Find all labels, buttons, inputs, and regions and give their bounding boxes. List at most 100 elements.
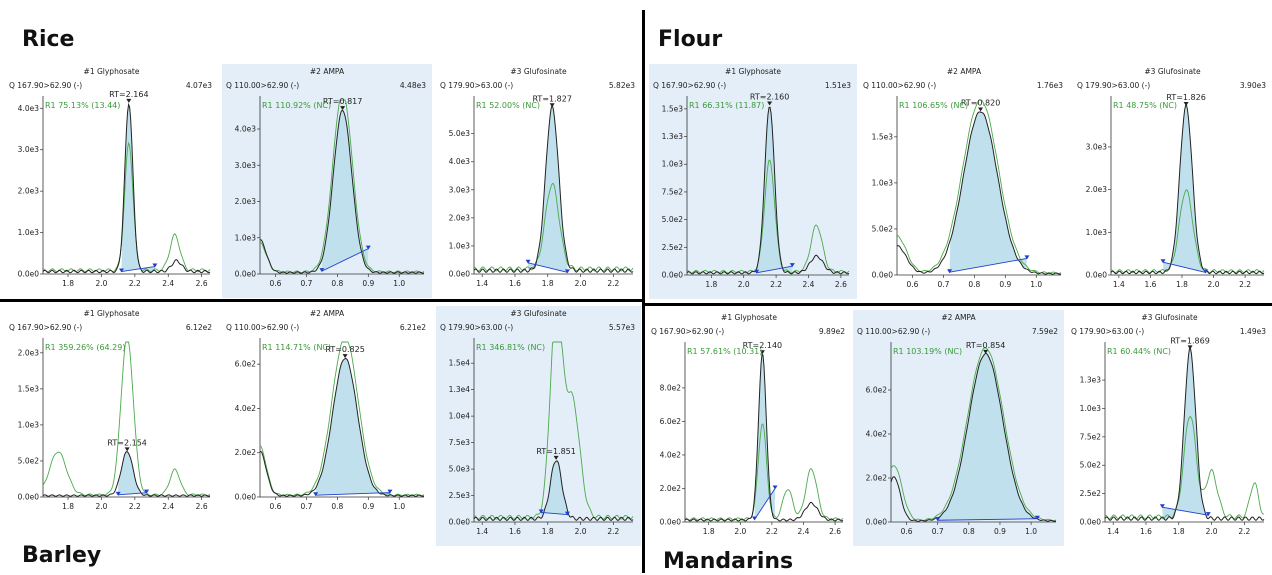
integration-baseline [321, 248, 369, 272]
y-tick-label: 4.0e2 [235, 404, 257, 413]
matrix-label-mandarins: Mandarins [663, 549, 794, 574]
x-tick-label: 1.6 [1144, 280, 1156, 289]
x-tick-label: 2.6 [829, 527, 841, 536]
integrated-peak-area [528, 105, 568, 273]
quantifier-ion-trace [42, 450, 211, 497]
integrated-peak-area [937, 353, 1038, 521]
y-tick-label: 1.5e4 [449, 359, 471, 368]
integrated-peak-area [541, 460, 568, 519]
x-tick-label: 1.4 [476, 279, 488, 288]
x-tick-label: 0.7 [300, 502, 312, 511]
y-tick-label: 5.0e2 [18, 456, 40, 465]
x-tick-label: 1.4 [476, 527, 488, 536]
x-tick-label: 2.0 [95, 502, 107, 511]
y-tick-label: 5.0e2 [662, 215, 684, 224]
integration-marker [564, 269, 570, 274]
apex-marker [549, 103, 555, 108]
x-tick-label: 2.2 [1239, 280, 1251, 289]
retention-time-label: RT=0.854 [966, 341, 1005, 350]
y-tick-label: 1.5e3 [662, 104, 684, 113]
max-intensity-label: 3.90e3 [1240, 81, 1266, 90]
y-tick-label: 0.0e0 [872, 271, 894, 280]
chromatogram-panel-flour-ampa[interactable]: #2 AMPA Q 110.00>62.90 (-) 1.76e3 0.0e0 5.0e… [859, 64, 1069, 299]
integration-baseline [541, 512, 568, 516]
y-tick-label: 3.0e3 [1086, 142, 1108, 151]
x-tick-label: 1.0 [393, 279, 405, 288]
chromatogram-panel-barley-ampa[interactable]: #2 AMPA Q 110.00>62.90 (-) 6.21e2 0.0e0 2.0e… [222, 306, 432, 521]
x-tick-label: 0.6 [907, 280, 919, 289]
x-tick-label: 2.0 [575, 527, 587, 536]
y-tick-label: 1.0e3 [449, 241, 471, 250]
retention-time-label: RT=1.869 [1170, 336, 1209, 345]
x-tick-label: 1.0 [1025, 527, 1037, 536]
y-tick-label: 7.5e2 [662, 187, 684, 196]
compound-title: #1 Glyphosate [725, 67, 781, 76]
y-tick-label: 0.0e0 [449, 518, 471, 527]
compound-title: #2 AMPA [310, 309, 345, 318]
y-tick-label: 5.0e3 [449, 129, 471, 138]
qualifier-ion-trace [686, 159, 850, 274]
chromatogram-panel-mandarins-glyphosate[interactable]: #1 Glyphosate Q 167.90>62.90 (-) 9.89e2 0.0… [647, 310, 851, 546]
ion-ratio-label: R1 106.65% (NC) [899, 101, 968, 110]
chromatogram-plot: #3 Glufosinate Q 179.90>63.00 (-) 5.82e3 0.… [440, 67, 635, 288]
compound-title: #2 AMPA [947, 67, 982, 76]
chromatogram-plot: #2 AMPA Q 110.00>62.90 (-) 6.21e2 0.0e0 2.0e… [226, 309, 426, 511]
chromatogram-panel-barley-glufosinate[interactable]: #3 Glufosinate Q 179.90>63.00 (-) 5.57e3 0.… [436, 306, 641, 546]
integration-marker [152, 263, 158, 268]
chromatogram-plot: #2 AMPA Q 110.00>62.90 (-) 4.48e3 0.0e0 1.0e… [226, 67, 426, 288]
x-tick-label: 0.9 [994, 527, 1006, 536]
chromatogram-panel-flour-glufosinate[interactable]: #3 Glufosinate Q 179.90>63.00 (-) 3.90e3 0.… [1073, 64, 1272, 299]
x-tick-label: 1.8 [62, 279, 74, 288]
x-tick-label: 1.8 [703, 527, 715, 536]
x-tick-label: 1.8 [542, 527, 554, 536]
transition-label: Q 110.00>62.90 (-) [863, 81, 936, 90]
chromatogram-panel-rice-ampa[interactable]: #2 AMPA Q 110.00>62.90 (-) 4.48e3 0.0e0 1.0e… [222, 64, 432, 298]
chromatogram-panel-mandarins-ampa[interactable]: #2 AMPA Q 110.00>62.90 (-) 7.59e2 0.0e0 2.0e… [853, 310, 1064, 546]
retention-time-label: RT=0.820 [961, 99, 1000, 108]
integration-marker [564, 511, 570, 516]
ion-ratio-label: R1 60.44% (NC) [1107, 347, 1171, 356]
y-tick-label: 6.0e2 [660, 417, 682, 426]
chromatogram-plot: #2 AMPA Q 110.00>62.90 (-) 1.76e3 0.0e0 5.0e… [863, 67, 1063, 289]
max-intensity-label: 5.82e3 [609, 81, 635, 90]
integration-baseline [1162, 506, 1209, 516]
x-tick-label: 0.7 [932, 527, 944, 536]
quantifier-ion-trace [259, 357, 425, 497]
chromatogram-panel-mandarins-glufosinate[interactable]: #3 Glufosinate Q 179.90>63.00 (-) 1.49e3 0.… [1067, 310, 1272, 546]
x-tick-label: 2.4 [798, 527, 810, 536]
qualifier-ion-trace [896, 99, 1062, 275]
apex-marker [983, 349, 989, 354]
max-intensity-label: 4.07e3 [186, 81, 212, 90]
chromatogram-panel-barley-glyphosate[interactable]: #1 Glyphosate Q 167.90>62.90 (-) 6.12e2 0.0… [5, 306, 218, 521]
chromatogram-panel-rice-glyphosate[interactable]: #1 Glyphosate Q 167.90>62.90 (-) 4.07e3 0.0… [5, 64, 218, 298]
apex-marker [126, 98, 132, 103]
integration-marker [365, 245, 371, 250]
y-tick-label: 5.0e2 [1080, 461, 1102, 470]
y-tick-label: 0.0e0 [1080, 518, 1102, 527]
x-tick-label: 2.0 [95, 279, 107, 288]
y-tick-label: 3.0e3 [449, 185, 471, 194]
chromatogram-panel-flour-glyphosate[interactable]: #1 Glyphosate Q 167.90>62.90 (-) 1.51e3 0.0… [649, 64, 857, 299]
x-tick-label: 0.9 [999, 280, 1011, 289]
integration-baseline [756, 265, 793, 274]
x-tick-label: 1.8 [1173, 527, 1185, 536]
y-tick-label: 1.3e4 [449, 385, 471, 394]
quantifier-ion-trace [42, 102, 211, 274]
apex-marker [1187, 345, 1193, 350]
y-tick-label: 3.0e3 [235, 161, 257, 170]
chromatogram-panel-rice-glufosinate[interactable]: #3 Glufosinate Q 179.90>63.00 (-) 5.82e3 0.… [436, 64, 641, 298]
apex-marker [978, 107, 984, 112]
y-tick-label: 1.0e3 [235, 233, 257, 242]
max-intensity-label: 4.48e3 [400, 81, 426, 90]
ion-ratio-label: R1 66.31% (11.87) [689, 101, 764, 110]
quantifier-ion-trace [686, 106, 850, 275]
matrix-label-flour: Flour [658, 27, 723, 52]
x-tick-label: 0.9 [362, 502, 374, 511]
x-tick-label: 2.2 [607, 527, 619, 536]
ion-ratio-label: R1 346.81% (NC) [476, 343, 545, 352]
integration-marker [752, 516, 758, 521]
qualifier-ion-trace [259, 341, 425, 497]
transition-label: Q 179.90>63.00 (-) [440, 323, 513, 332]
matrix-label-barley: Barley [22, 543, 102, 568]
